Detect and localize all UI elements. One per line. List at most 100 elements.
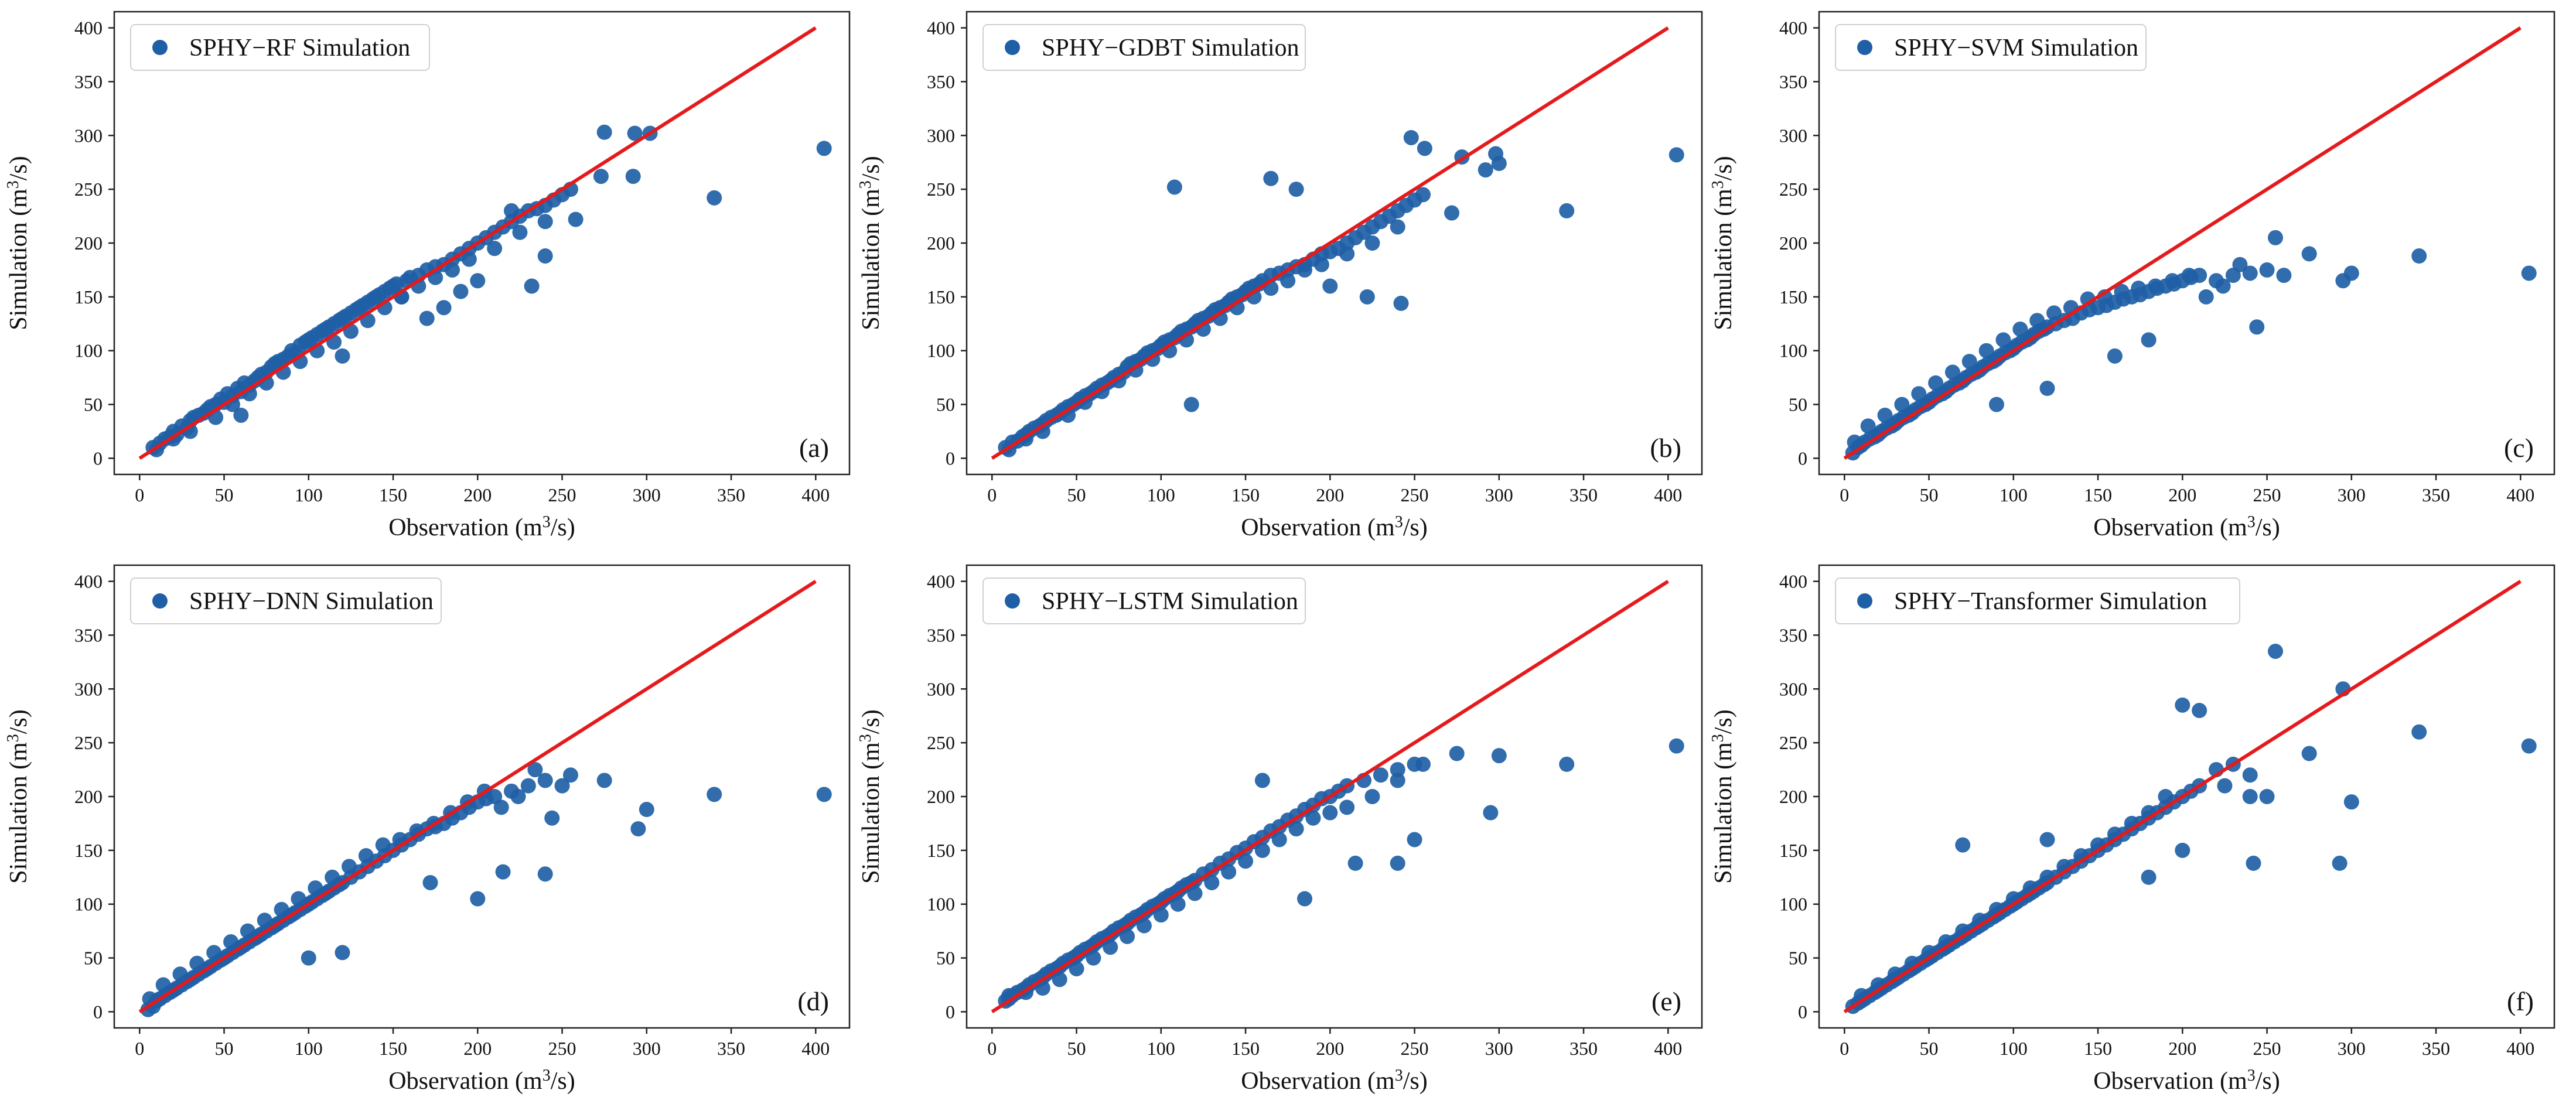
legend-box: [982, 577, 1306, 624]
scatter-point: [2192, 703, 2207, 719]
panel-label: (a): [799, 433, 829, 463]
y-tick-label: 150: [1779, 286, 1807, 307]
scatter-point: [630, 821, 646, 837]
chart-panel-4: 0 50 100 150 200 250 300 350 400 0 50 100 150 200 250 3…: [4, 564, 851, 1095]
y-tick-label: 0: [946, 447, 955, 469]
scatter-point: [2411, 248, 2427, 264]
x-tick-label: 350: [2422, 1038, 2450, 1059]
chart-panel-5: 0 50 100 150 200 250 300 350 400 0 50 100 150 200 250 3…: [857, 564, 1703, 1095]
scatter-point: [537, 248, 553, 264]
x-axis-title: Observation (m3/s): [2093, 513, 2280, 541]
scatter-point: [1403, 129, 1419, 145]
scatter-point: [189, 955, 205, 971]
x-tick-label: 0: [1840, 1038, 1849, 1059]
scatter-point: [2175, 697, 2191, 713]
x-tick-label: 100: [2000, 484, 2028, 505]
y-tick-label: 50: [84, 394, 103, 415]
scatter-point: [1187, 886, 1203, 901]
y-tick-label: 300: [1779, 678, 1807, 699]
x-tick-label: 400: [1654, 1038, 1682, 1059]
scatter-point: [375, 837, 391, 853]
scatter-point: [1263, 170, 1279, 186]
legend-label: SPHY−RF Simulation: [189, 35, 410, 61]
scatter-point: [520, 778, 536, 794]
scatter-point: [1390, 762, 1405, 778]
scatter-point: [2267, 643, 2283, 659]
x-tick-label: 150: [379, 1038, 407, 1059]
y-axis-title: Simulation (m3/s): [4, 156, 32, 330]
legend-marker: [152, 40, 168, 55]
scatter-point: [1254, 842, 1270, 858]
scatter-point: [1170, 896, 1186, 912]
panel-label: (e): [1652, 986, 1681, 1016]
x-tick-label: 0: [987, 1038, 997, 1059]
scatter-point: [1669, 147, 1684, 163]
y-tick-label: 150: [74, 286, 103, 307]
y-tick-label: 150: [927, 286, 955, 307]
x-tick-label: 250: [1401, 1038, 1429, 1059]
scatter-point: [1364, 789, 1380, 804]
scatter-point: [1894, 397, 1910, 412]
scatter-point: [2215, 278, 2231, 294]
y-axis-title: Simulation (m3/s): [857, 156, 885, 330]
scatter-point: [2029, 313, 2045, 329]
scatter-point: [1415, 187, 1431, 203]
y-tick-label: 0: [1798, 1001, 1807, 1022]
one-to-one-line: [991, 26, 1669, 460]
y-tick-label: 150: [1779, 840, 1807, 861]
x-tick-label: 300: [2338, 484, 2366, 505]
y-tick-label: 300: [1779, 125, 1807, 146]
x-tick-label: 350: [2422, 484, 2450, 505]
scatter-point: [1995, 332, 2011, 348]
scatter-point: [2521, 265, 2537, 281]
x-tick-label: 250: [548, 1038, 576, 1059]
y-tick-label: 300: [927, 125, 955, 146]
scatter-point: [2181, 268, 2197, 283]
x-tick-label: 50: [1067, 1038, 1086, 1059]
y-tick-label: 350: [74, 624, 103, 645]
panel-label: (b): [1650, 433, 1681, 463]
y-tick-label: 200: [927, 786, 955, 807]
scatter-point: [1035, 980, 1050, 996]
scatter-point: [2259, 262, 2275, 278]
scatter-point: [816, 787, 832, 802]
x-axis-title: Observation (m3/s): [1241, 1067, 1427, 1095]
x-tick-label: 200: [1316, 484, 1344, 505]
y-tick-label: 350: [1779, 71, 1807, 92]
panel-label: (d): [797, 986, 829, 1016]
legend-marker: [1005, 40, 1020, 55]
scatter-point: [1204, 874, 1220, 890]
scatter-point: [2301, 746, 2317, 761]
scatter-point: [1483, 805, 1499, 821]
scatter-point: [1449, 746, 1465, 761]
y-tick-label: 350: [927, 71, 955, 92]
legend-label: SPHY−Transformer Simulation: [1894, 588, 2207, 615]
y-tick-label: 400: [74, 571, 103, 592]
one-to-one-line: [1843, 580, 2522, 1013]
y-tick-label: 300: [74, 125, 103, 146]
chart-panel-3: 0 50 100 150 200 250 300 350 400 0 50 100 150 200 250 3…: [1709, 11, 2555, 541]
x-tick-label: 400: [801, 1038, 830, 1059]
legend: SPHY−RF Simulation: [130, 24, 430, 71]
scatter-point: [1978, 343, 1994, 358]
x-tick-label: 50: [1067, 484, 1086, 505]
y-tick-label: 200: [74, 233, 103, 254]
scatter-point: [1297, 891, 1313, 907]
scatter-point: [639, 802, 654, 818]
legend-box: [1835, 577, 2240, 624]
x-axis-title: Observation (m3/s): [2093, 1067, 2280, 1095]
legend: SPHY−SVM Simulation: [1835, 24, 2147, 71]
x-tick-label: 150: [1231, 484, 1260, 505]
scatter-point: [1847, 434, 1862, 450]
x-tick-label: 150: [2084, 1038, 2112, 1059]
y-tick-label: 250: [1779, 732, 1807, 753]
scatter-point: [544, 810, 560, 826]
x-tick-label: 350: [1570, 484, 1598, 505]
scatter-point: [470, 273, 486, 289]
y-tick-label: 0: [93, 447, 103, 469]
y-tick-label: 200: [1779, 786, 1807, 807]
y-tick-label: 50: [1789, 394, 1807, 415]
scatter-point: [1339, 246, 1355, 262]
scatter-point: [1136, 918, 1152, 934]
y-tick-label: 50: [936, 394, 955, 415]
